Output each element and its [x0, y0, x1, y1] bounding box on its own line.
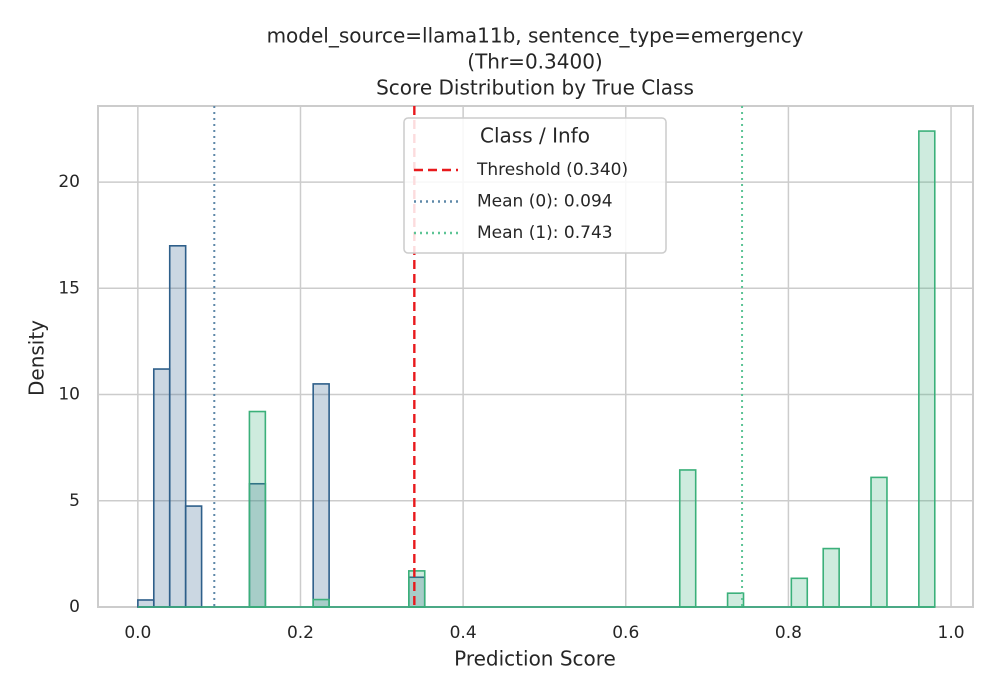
histogram-bar [408, 570, 426, 608]
chart-title: (Thr=0.3400) [467, 50, 602, 74]
histogram-bar [168, 245, 187, 608]
x-tick-label: 0.8 [775, 623, 802, 643]
histogram-bar [870, 476, 888, 608]
y-tick-label: 20 [58, 172, 80, 192]
y-tick-label: 15 [58, 278, 80, 298]
histogram-bar [822, 547, 840, 608]
x-tick-label: 0.2 [287, 623, 314, 643]
y-tick-label: 5 [69, 491, 80, 511]
legend-label: Threshold (0.340) [476, 160, 628, 180]
legend-title: Class / Info [480, 124, 590, 148]
histogram-bar [790, 577, 809, 608]
x-tick-label: 0.0 [124, 623, 151, 643]
legend-label: Mean (1): 0.743 [477, 223, 613, 243]
histogram-bar [312, 598, 330, 608]
histogram-bar [248, 410, 267, 608]
x-tick-label: 0.6 [612, 623, 639, 643]
y-tick-label: 10 [58, 385, 80, 405]
histogram-bar [137, 599, 155, 608]
chart-title: Score Distribution by True Class [376, 76, 694, 100]
histogram-bar [312, 383, 330, 608]
histogram-bar [918, 130, 936, 608]
y-tick-label: 0 [69, 597, 80, 617]
legend-box [403, 117, 667, 254]
legend-label: Mean (0): 0.094 [477, 192, 613, 212]
y-axis-label: Density [25, 320, 49, 396]
x-tick-label: 0.4 [450, 623, 477, 643]
x-axis-label: Prediction Score [454, 647, 616, 671]
chart-title: model_source=llama11b, sentence_type=eme… [267, 24, 804, 48]
x-tick-label: 1.0 [938, 623, 965, 643]
histogram-bar [152, 368, 171, 608]
histogram-bar [678, 469, 697, 608]
histogram-bar [184, 505, 203, 608]
